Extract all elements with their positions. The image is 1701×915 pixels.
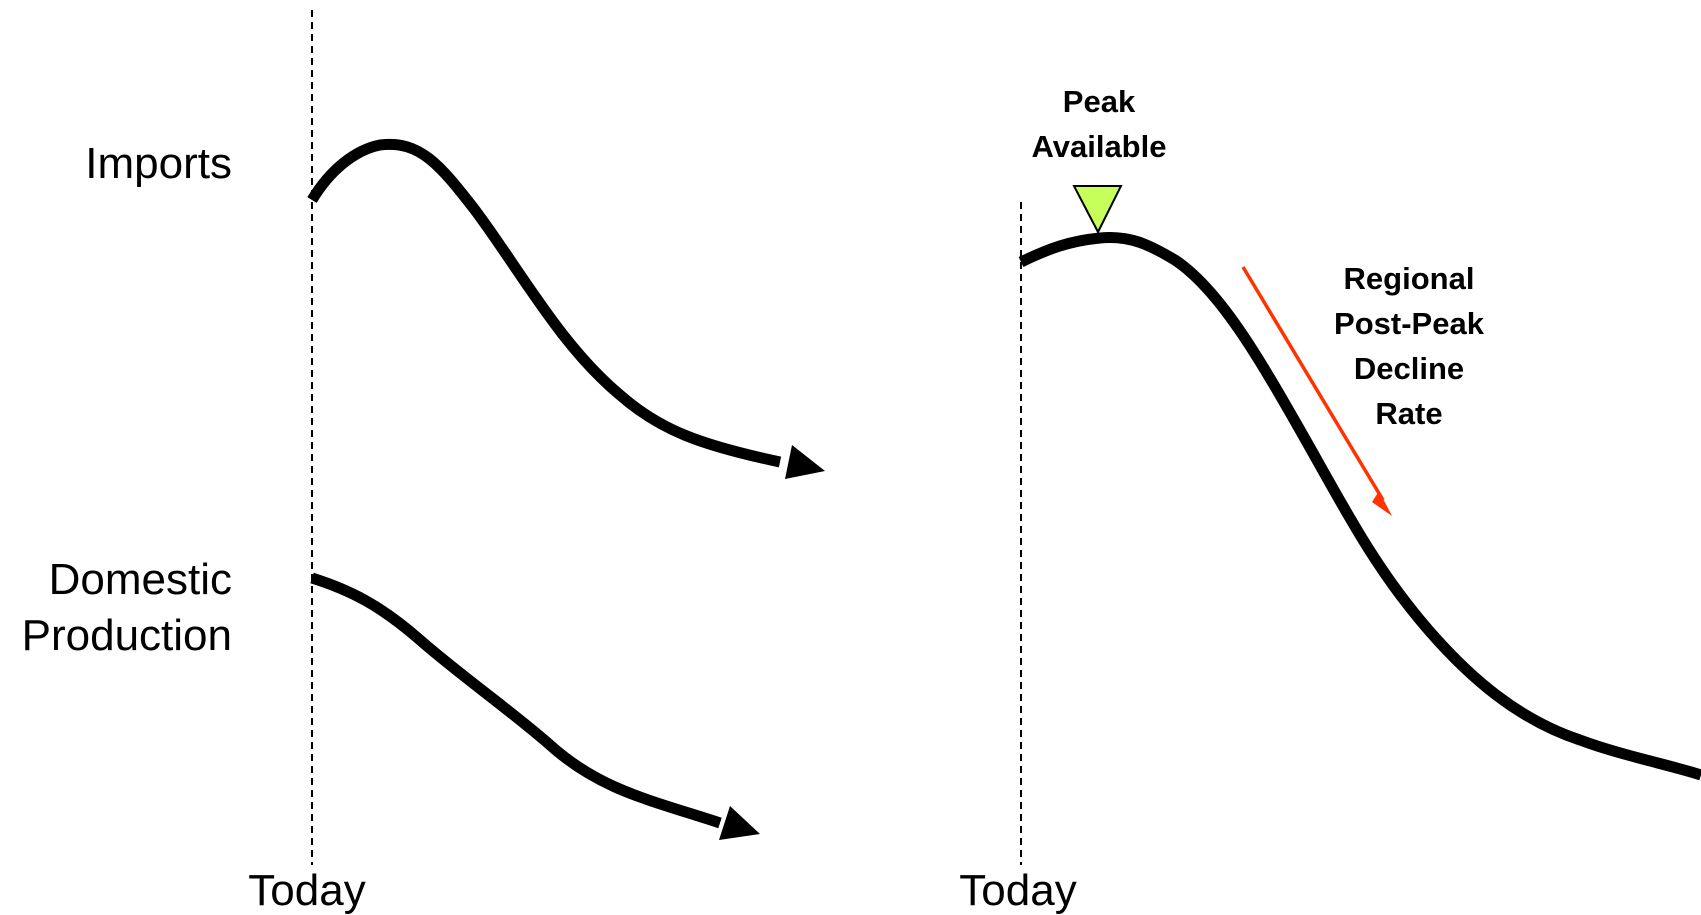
decline-label-line2: Post-Peak [1334,306,1485,341]
imports-label: Imports [85,139,232,188]
left-today-label: Today [248,866,365,915]
domestic-curve [310,572,722,829]
imports-curve [307,138,782,468]
domestic-label-line2: Production [22,611,232,660]
left-panel: Imports Domestic Production Today [22,10,825,915]
regional-curve [1018,231,1701,781]
decline-label-line1: Regional [1344,261,1475,296]
decline-label-line3: Decline [1354,351,1464,386]
right-panel: Peak Available Regional Post-Peak Declin… [959,84,1701,915]
imports-arrowhead [785,445,825,479]
peak-label-line1: Peak [1063,84,1136,119]
domestic-arrowhead [719,806,760,840]
right-today-label: Today [959,866,1076,915]
red-arrow-icon [1372,491,1392,516]
decline-label-line4: Rate [1375,396,1442,431]
decline-arrow-line [1241,266,1385,501]
downward-triangle-icon [1072,185,1123,235]
domestic-label-line1: Domestic [49,555,232,604]
peak-label-line2: Available [1032,129,1167,164]
